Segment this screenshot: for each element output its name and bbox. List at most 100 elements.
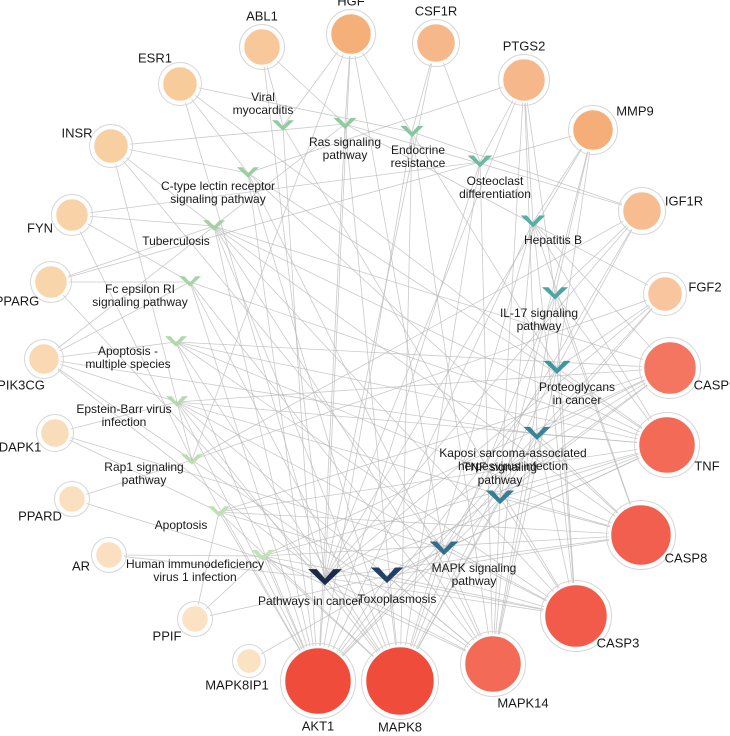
gene-circle (638, 416, 696, 474)
edge (325, 34, 351, 578)
edge (177, 402, 641, 535)
gene-node-ar[interactable] (92, 538, 127, 573)
edge (555, 130, 593, 294)
gene-circle (464, 635, 522, 693)
edge (214, 226, 318, 681)
gene-node-pik3cg[interactable] (25, 340, 64, 379)
gene-label: PTGS2 (503, 38, 546, 53)
gene-circle (330, 13, 372, 55)
edge (400, 294, 555, 681)
gene-label: HGF (337, 0, 365, 8)
pathway-label: signaling pathway (170, 192, 265, 206)
gene-circle (236, 648, 262, 674)
gene-circle (58, 485, 86, 513)
pathway-label: MAPK signaling (432, 561, 517, 575)
pathway-label: TNF signaling (463, 460, 537, 474)
gene-circle (610, 504, 672, 566)
gene-label: DAPK1 (0, 439, 41, 454)
pathway-label: pathway (452, 574, 497, 588)
gene-node-abl1[interactable] (240, 25, 285, 70)
gene-label: FGF2 (688, 279, 721, 294)
pathway-label: resistance (391, 156, 446, 170)
gene-label: PPARG (0, 293, 39, 308)
gene-label: ESR1 (138, 50, 172, 65)
gene-label: IGF1R (665, 193, 703, 208)
gene-circle (284, 647, 352, 715)
pathway-label: pathway (478, 473, 523, 487)
edge (248, 173, 667, 445)
gene-circle (40, 418, 70, 448)
gene-node-igf1r[interactable] (619, 188, 666, 235)
gene-label: FYN (27, 220, 53, 235)
gene-node-ptgs2[interactable] (499, 55, 550, 106)
pathway-label: in cancer (553, 393, 602, 407)
edge (177, 402, 318, 681)
gene-label: PPIF (153, 628, 182, 643)
gene-label: ABL1 (246, 8, 278, 23)
gene-circle (55, 198, 89, 232)
gene-label: AR (72, 558, 90, 573)
gene-label: CASP3 (597, 635, 640, 650)
gene-circle (365, 646, 435, 716)
edge (190, 282, 400, 681)
gene-circle (95, 541, 123, 569)
gene-label: AKT1 (302, 718, 335, 733)
gene-label: PPARD (18, 508, 62, 523)
pathway-label: Hepatitis B (524, 233, 582, 247)
gene-label: MAPK8 (378, 719, 422, 734)
gene-circle (243, 28, 281, 66)
edge (72, 215, 214, 226)
gene-circle (572, 109, 614, 151)
gene-circle (647, 276, 683, 312)
pathway-label: pathway (517, 319, 562, 333)
gene-label: TNF (694, 458, 719, 473)
gene-node-tnf[interactable] (635, 413, 700, 478)
edge (248, 80, 524, 173)
pathway-label: C-type lectin receptor (161, 179, 275, 193)
pathway-label: Endocrine (391, 143, 445, 157)
gene-node-casp9[interactable] (640, 338, 701, 399)
gene-circle (622, 191, 662, 231)
edge (55, 433, 444, 549)
gene-node-hgf[interactable] (327, 10, 376, 59)
gene-circle (93, 128, 129, 164)
edge (111, 146, 248, 173)
chevron-icon (179, 276, 201, 286)
pathway-label: virus 1 infection (153, 570, 236, 584)
gene-node-mapk8ip1[interactable] (233, 645, 266, 678)
gene-node-fyn[interactable] (52, 195, 93, 236)
gene-node-csf1r[interactable] (413, 20, 460, 67)
pathway-label: Ras signaling (309, 135, 381, 149)
gene-node-mapk14[interactable] (461, 632, 526, 697)
gene-label: INSR (61, 125, 92, 140)
gene-node-dapk1[interactable] (37, 415, 74, 452)
gene-node-mapk8[interactable] (362, 643, 439, 720)
gene-node-esr1[interactable] (159, 63, 202, 106)
pathway-label: Epstein-Barr virus (76, 402, 171, 416)
edge (248, 173, 641, 535)
pathway-label: signaling pathway (92, 295, 187, 309)
pathway-label: Proteoglycans (539, 380, 615, 394)
pathway-label: myocarditis (233, 103, 294, 117)
pathway-label: Fc epsilon RI (105, 282, 175, 296)
gene-label: CASP8 (665, 550, 708, 565)
gene-node-akt1[interactable] (281, 644, 356, 719)
edge (214, 226, 670, 368)
pathway-label: IL-17 signaling (500, 306, 578, 320)
edge (214, 226, 400, 681)
pathway-label: Toxoplasmosis (358, 592, 437, 606)
pathway-label: infection (102, 415, 147, 429)
pathway-node-fcepsilon[interactable] (179, 276, 201, 286)
pathway-label: Human immunodeficiency (126, 557, 264, 571)
edge (248, 173, 493, 664)
pathway-label: Pathways in cancer (258, 594, 362, 608)
pathway-label: Viral (251, 90, 275, 104)
gene-node-ppif[interactable] (178, 602, 213, 637)
edge (190, 282, 667, 445)
gene-node-fgf2[interactable] (644, 273, 687, 316)
gene-node-mmp9[interactable] (569, 106, 618, 155)
edge (177, 402, 667, 445)
gene-node-insr[interactable] (90, 125, 133, 168)
pathway-label: multiple species (85, 357, 170, 371)
gene-label: MMP9 (616, 103, 654, 118)
